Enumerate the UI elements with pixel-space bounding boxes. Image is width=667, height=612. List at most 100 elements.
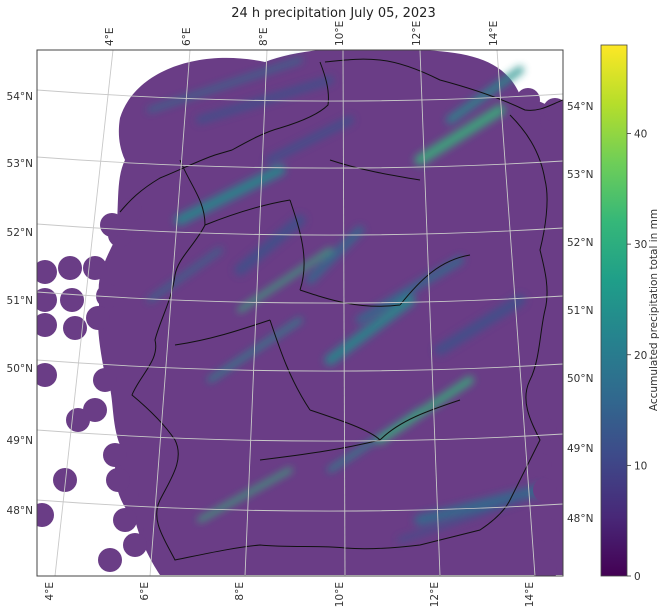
radar-edge-circle: [528, 453, 552, 477]
radar-edge-circle: [100, 213, 124, 237]
lat-label-left: 53°N: [7, 158, 33, 170]
radar-edge-circle: [63, 316, 87, 340]
precip-streak: [414, 104, 506, 166]
radar-edge-circle: [533, 558, 557, 576]
lon-label-top: 4°E: [104, 27, 116, 46]
lon-label-top: 12°E: [411, 21, 423, 46]
lat-label-right: 49°N: [567, 443, 593, 455]
colorbar-bar: [600, 44, 628, 577]
colorbar-tick-label: 10: [634, 460, 647, 472]
radar-edge-circle: [37, 260, 57, 284]
precip-streak: [376, 376, 474, 444]
precip-streak: [434, 294, 526, 356]
lat-label-right: 53°N: [567, 169, 593, 181]
latitude-line: [37, 89, 563, 102]
precip-streak: [397, 497, 523, 543]
coastline: [119, 58, 563, 213]
precip-streak: [446, 66, 524, 124]
longitude-line: [149, 50, 191, 576]
latitude-line: [37, 499, 563, 512]
radar-edge-circle: [37, 503, 54, 527]
radar-edge-circle: [536, 518, 560, 542]
lon-label-bottom: 14°E: [524, 582, 536, 607]
longitude-line: [496, 50, 536, 576]
radar-edge-circle: [83, 256, 107, 280]
colorbar-tick-label: 20: [634, 350, 647, 362]
latitude-line: [37, 291, 563, 304]
radar-edge-circle: [37, 288, 57, 312]
lat-label-right: 52°N: [567, 237, 593, 249]
colorbar-tick-label: 0: [634, 571, 641, 583]
radar-edge-circle: [37, 313, 57, 337]
radar-edge-circle: [86, 306, 110, 330]
precip-streak: [306, 226, 364, 284]
radar-edge-circle: [60, 288, 84, 312]
colorbar-tick-label: 40: [634, 129, 647, 141]
lon-label-top: 14°E: [488, 21, 500, 46]
precip-streak: [174, 164, 286, 226]
lat-label-left: 49°N: [7, 435, 33, 447]
map-area: [37, 50, 563, 576]
latitude-line: [37, 156, 563, 169]
lat-label-left: 52°N: [7, 227, 33, 239]
lon-label-bottom: 6°E: [139, 582, 151, 601]
latitude-line: [37, 429, 563, 442]
radar-edge-circle: [516, 88, 540, 112]
lat-label-right: 54°N: [567, 101, 593, 113]
radar-edge-circle: [143, 518, 167, 542]
radar-edge-circle: [53, 468, 77, 492]
colorbar-label: Accumulated precipitation total in mm: [648, 209, 660, 411]
latitude-line: [37, 223, 563, 236]
lat-label-right: 50°N: [567, 373, 593, 385]
colorbar: 0 10 20 30 40 Accumulated precipitation tota…: [600, 44, 660, 583]
map-title: 24 h precipitation July 05, 2023: [231, 6, 436, 21]
radar-edge-circle: [83, 398, 107, 422]
lat-label-right: 48°N: [567, 513, 593, 525]
radar-composite-area: [97, 50, 563, 575]
map-frame: [36, 49, 564, 577]
precip-streak: [237, 247, 333, 313]
precip-streak: [356, 256, 464, 324]
lon-label-bottom: 12°E: [429, 582, 441, 607]
radar-edge-circle: [96, 284, 120, 308]
radar-edge-circle: [37, 363, 57, 387]
graticule: [37, 50, 563, 576]
country-border-germany: [131, 114, 548, 561]
graticule-labels: 4°E 6°E 8°E 10°E 12°E 14°E 4°E 6°E 8°E 10°E 12°E 14…: [7, 21, 594, 608]
precip-streak: [147, 247, 223, 303]
radar-coverage: [97, 50, 563, 575]
radar-edge-circle: [118, 198, 142, 222]
lat-label-left: 51°N: [7, 295, 33, 307]
precip-streak: [266, 116, 354, 164]
colorbar-tick-label: 30: [634, 239, 647, 251]
radar-edge-circle: [123, 533, 147, 557]
radar-edge-circle: [113, 508, 137, 532]
lon-label-bottom: 10°E: [334, 582, 346, 607]
lon-label-bottom: 4°E: [44, 582, 56, 601]
lat-label-left: 50°N: [7, 363, 33, 375]
latitude-line: [37, 359, 563, 372]
longitude-line: [54, 50, 114, 576]
radar-edge-circle: [533, 418, 557, 442]
longitude-line: [419, 50, 441, 576]
longitude-line: [244, 50, 268, 576]
lon-label-top: 6°E: [181, 27, 193, 46]
lon-label-top: 10°E: [334, 21, 346, 46]
lat-label-left: 48°N: [7, 505, 33, 517]
precip-streak: [324, 294, 416, 366]
radar-edge-circle: [98, 548, 122, 572]
radar-edge-circle: [103, 443, 127, 467]
radar-edge-circle: [533, 478, 557, 502]
lon-label-top: 8°E: [258, 27, 270, 46]
lat-label-left: 54°N: [7, 91, 33, 103]
precip-streak: [234, 214, 306, 276]
lat-label-right: 51°N: [567, 305, 593, 317]
lon-label-bottom: 8°E: [234, 582, 246, 601]
radar-edge-circle: [93, 368, 117, 392]
radar-edge-circle: [58, 256, 82, 280]
radar-edge-circle: [543, 98, 563, 122]
radar-edge-circle: [106, 468, 130, 492]
precip-streak: [414, 484, 546, 526]
precip-streak: [197, 467, 293, 523]
